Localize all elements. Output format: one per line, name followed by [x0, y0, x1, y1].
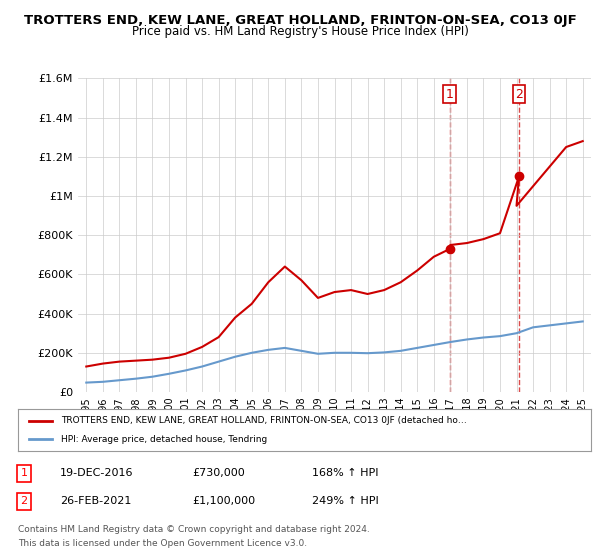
- Text: £730,000: £730,000: [192, 468, 245, 478]
- Text: 2: 2: [515, 88, 523, 101]
- Text: TROTTERS END, KEW LANE, GREAT HOLLAND, FRINTON-ON-SEA, CO13 0JF (detached ho…: TROTTERS END, KEW LANE, GREAT HOLLAND, F…: [61, 416, 467, 425]
- Text: 249% ↑ HPI: 249% ↑ HPI: [312, 496, 379, 506]
- Text: 26-FEB-2021: 26-FEB-2021: [60, 496, 131, 506]
- Text: Contains HM Land Registry data © Crown copyright and database right 2024.: Contains HM Land Registry data © Crown c…: [18, 525, 370, 534]
- Text: Price paid vs. HM Land Registry's House Price Index (HPI): Price paid vs. HM Land Registry's House …: [131, 25, 469, 38]
- Text: 168% ↑ HPI: 168% ↑ HPI: [312, 468, 379, 478]
- Text: 1: 1: [446, 88, 454, 101]
- Text: £1,100,000: £1,100,000: [192, 496, 255, 506]
- Text: This data is licensed under the Open Government Licence v3.0.: This data is licensed under the Open Gov…: [18, 539, 307, 548]
- Text: 2: 2: [20, 496, 28, 506]
- Text: HPI: Average price, detached house, Tendring: HPI: Average price, detached house, Tend…: [61, 435, 267, 444]
- Text: 19-DEC-2016: 19-DEC-2016: [60, 468, 133, 478]
- Text: 1: 1: [20, 468, 28, 478]
- Text: TROTTERS END, KEW LANE, GREAT HOLLAND, FRINTON-ON-SEA, CO13 0JF: TROTTERS END, KEW LANE, GREAT HOLLAND, F…: [23, 14, 577, 27]
